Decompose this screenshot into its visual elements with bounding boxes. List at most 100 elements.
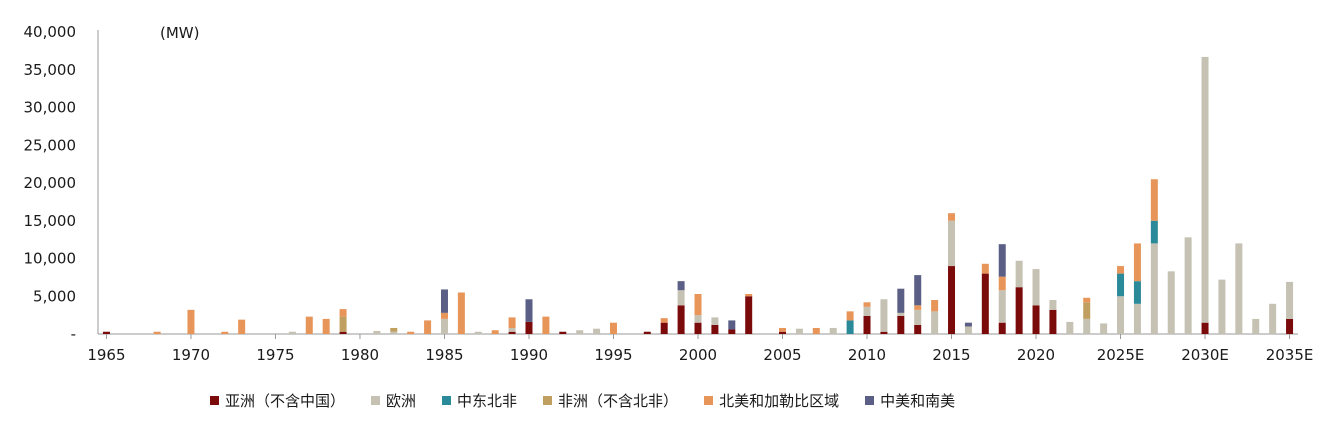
x-tick-label: 1980 xyxy=(341,346,379,364)
legend-label: 欧洲 xyxy=(386,392,417,410)
bar-segment-2005-s0 xyxy=(779,331,787,334)
bar-segment-1979-s4 xyxy=(339,309,347,317)
y-tick-label: 10,000 xyxy=(24,250,77,268)
bar-segment-2006-s1 xyxy=(795,328,803,334)
bar-segment-1990-s5 xyxy=(525,299,533,322)
bar-segment-1991-s4 xyxy=(542,316,550,334)
y-tick-label: 15,000 xyxy=(24,212,77,230)
bar-segment-2028E-s1 xyxy=(1167,271,1175,334)
bar-segment-1997-s0 xyxy=(643,331,651,334)
bar-segment-2020-s0 xyxy=(1032,305,1040,334)
legend-label: 中东北非 xyxy=(457,392,518,410)
bar-segment-2001-s0 xyxy=(711,324,719,334)
bar-segment-1983-s4 xyxy=(407,331,415,334)
y-tick-label: 40,000 xyxy=(24,23,77,41)
bar-segment-2021-s1 xyxy=(1049,300,1057,310)
bar-segment-1995-s4 xyxy=(609,322,617,334)
bar-segment-2013-s4 xyxy=(914,305,922,310)
y-tick-label: 20,000 xyxy=(24,174,77,192)
bar-segment-1999-s1 xyxy=(677,290,685,306)
x-tick-label: 2015 xyxy=(932,346,970,364)
legend-swatch xyxy=(442,396,452,405)
bar-segment-2010-s1 xyxy=(863,306,871,316)
bar-segment-1977-s4 xyxy=(305,316,313,334)
bar-segment-1982-s3 xyxy=(390,327,398,332)
bar-segment-2031E-s1 xyxy=(1218,279,1226,334)
x-tick-label: 1985 xyxy=(425,346,463,364)
x-tick-label: 2035E xyxy=(1266,346,1314,364)
bar-segment-1979-s3 xyxy=(339,316,347,332)
bar-segment-2016-s1 xyxy=(964,326,972,334)
bar-segment-2024-s1 xyxy=(1100,323,1108,334)
y-tick-label: - xyxy=(71,325,76,343)
bar-segment-2009-s4 xyxy=(846,311,854,321)
bar-segment-1984-s4 xyxy=(424,320,432,334)
bar-segment-2019-s0 xyxy=(1015,287,1023,334)
bar-segment-1998-s4 xyxy=(660,318,668,323)
bar-segment-2023-s1 xyxy=(1083,318,1091,334)
y-tick-label: 5,000 xyxy=(33,287,76,305)
bar-segment-2033E-s1 xyxy=(1252,318,1260,334)
bar-segment-1993-s1 xyxy=(576,330,584,334)
bar-segment-2011-s1 xyxy=(880,299,888,332)
bar-segment-1992-s0 xyxy=(559,331,567,334)
legend-item: 中东北非 xyxy=(442,390,517,411)
bar-segment-2013-s0 xyxy=(914,324,922,334)
bar-segment-2027E-s2 xyxy=(1150,220,1158,244)
bar-segment-2010-s4 xyxy=(863,302,871,307)
x-tick-label: 2005 xyxy=(763,346,801,364)
bar-segment-2030E-s0 xyxy=(1201,322,1209,334)
bar-segment-1982-s1 xyxy=(390,331,398,334)
x-tick-label: 1965 xyxy=(87,346,125,364)
x-tick-label: 2025E xyxy=(1097,346,1145,364)
bar-segment-2014-s4 xyxy=(931,300,939,312)
unit-label: (MW) xyxy=(160,24,199,42)
bar-segment-2013-s1 xyxy=(914,309,922,325)
bar-segment-1987-s1 xyxy=(474,331,482,334)
x-tick-label: 2010 xyxy=(848,346,886,364)
bar-segment-2014-s1 xyxy=(931,311,939,334)
bar-segment-1976-s1 xyxy=(288,331,296,334)
y-tick-label: 30,000 xyxy=(24,99,77,117)
bar-segment-2026E-s4 xyxy=(1133,243,1141,282)
legend-item: 欧洲 xyxy=(371,390,416,411)
bar-segment-2007-s4 xyxy=(812,327,820,334)
bar-segment-2015-s0 xyxy=(948,266,956,334)
bar-segment-2015-s1 xyxy=(948,220,956,267)
bar-segment-2012-s1 xyxy=(897,312,905,316)
bar-segment-2035E-s0 xyxy=(1286,318,1294,334)
legend: 亚洲（不含中国） 欧洲 中东北非 非洲（不含北非） 北美和加勒比区域 中美和南美 xyxy=(210,390,955,411)
legend-swatch xyxy=(210,396,219,405)
bar-segment-1979-s0 xyxy=(339,331,347,334)
bar-segment-1999-s0 xyxy=(677,305,685,334)
bar-segment-2023-s4 xyxy=(1083,297,1091,303)
bar-segment-2016-s5 xyxy=(964,322,972,327)
x-tick-label: 2000 xyxy=(679,346,717,364)
legend-item: 非洲（不含北非） xyxy=(543,390,678,411)
bar-segment-2018-s0 xyxy=(998,322,1006,334)
legend-swatch xyxy=(865,396,875,405)
x-tick-label: 1975 xyxy=(256,346,294,364)
bar-segment-2017-s4 xyxy=(981,263,989,274)
x-tick-label: 1995 xyxy=(594,346,632,364)
bar-segment-2012-s5 xyxy=(897,288,905,313)
bar-segment-2023-s3 xyxy=(1083,302,1091,319)
x-tick-label: 1970 xyxy=(172,346,210,364)
bar-segment-2029E-s1 xyxy=(1184,237,1192,334)
bar-segment-1990-s0 xyxy=(525,321,533,334)
bar-segment-2026E-s1 xyxy=(1133,303,1141,334)
bar-segment-2032E-s1 xyxy=(1235,243,1243,334)
bar-segment-1978-s4 xyxy=(322,318,330,334)
bar-segment-2010-s0 xyxy=(863,315,871,334)
bar-segment-1981-s1 xyxy=(373,330,381,334)
bar-segment-1989-s1 xyxy=(508,327,516,332)
legend-label: 中美和南美 xyxy=(880,392,956,410)
legend-item: 中美和南美 xyxy=(865,390,955,411)
bar-segment-2019-s1 xyxy=(1015,260,1023,288)
bar-segment-2018-s4 xyxy=(998,276,1006,291)
legend-item: 北美和加勒比区域 xyxy=(704,390,839,411)
legend-swatch xyxy=(704,396,714,405)
legend-swatch xyxy=(543,396,553,405)
bar-segment-2017-s0 xyxy=(981,273,989,334)
bar-segment-1989-s4 xyxy=(508,317,516,328)
